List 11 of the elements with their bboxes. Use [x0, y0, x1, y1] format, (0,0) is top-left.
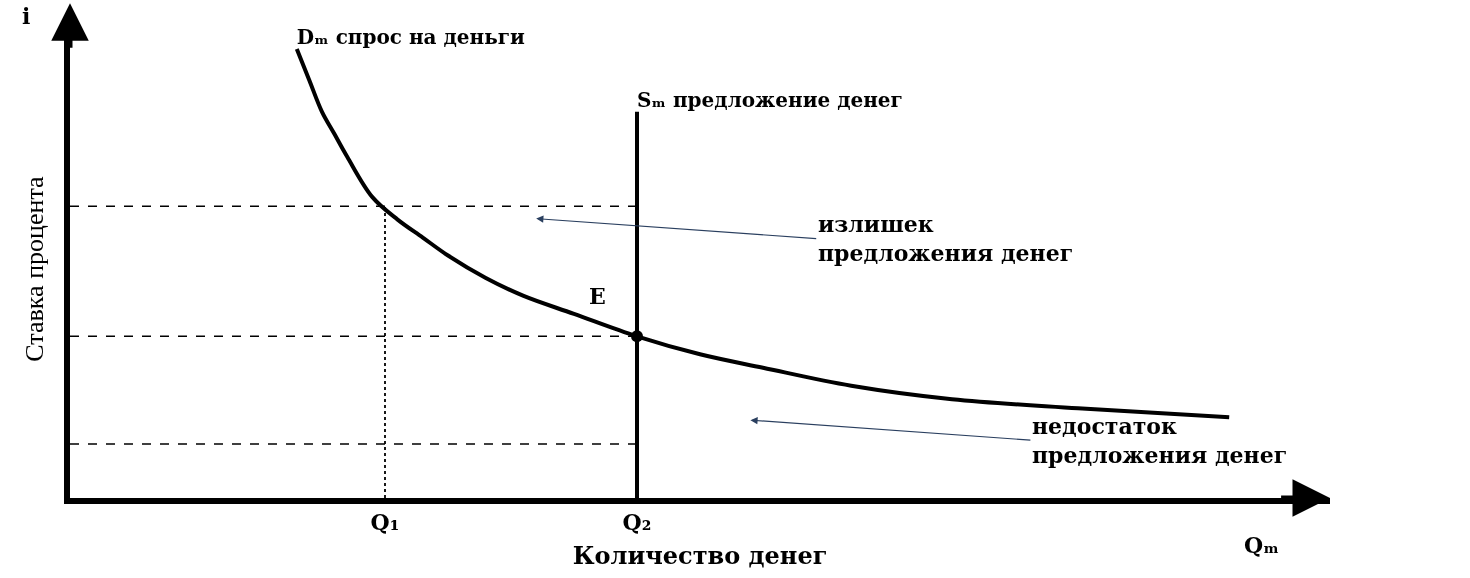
x-tick-label: Q₂ [622, 509, 652, 536]
x-tick-label: Q₁ [370, 509, 400, 536]
annotation: излишек предложения денег [818, 211, 1074, 266]
annotation: E [589, 283, 606, 309]
x-axis-title: Количество денег [572, 541, 828, 571]
annotation: недостаток предложения денег [1032, 413, 1288, 468]
y-axis-title: Ставка процента [19, 175, 49, 362]
series-label: Dₘ спрос на деньги [296, 24, 526, 49]
text: i [22, 3, 31, 29]
series-label: Sₘ предложение денег [637, 87, 903, 112]
text: Qₘ [1244, 532, 1280, 558]
